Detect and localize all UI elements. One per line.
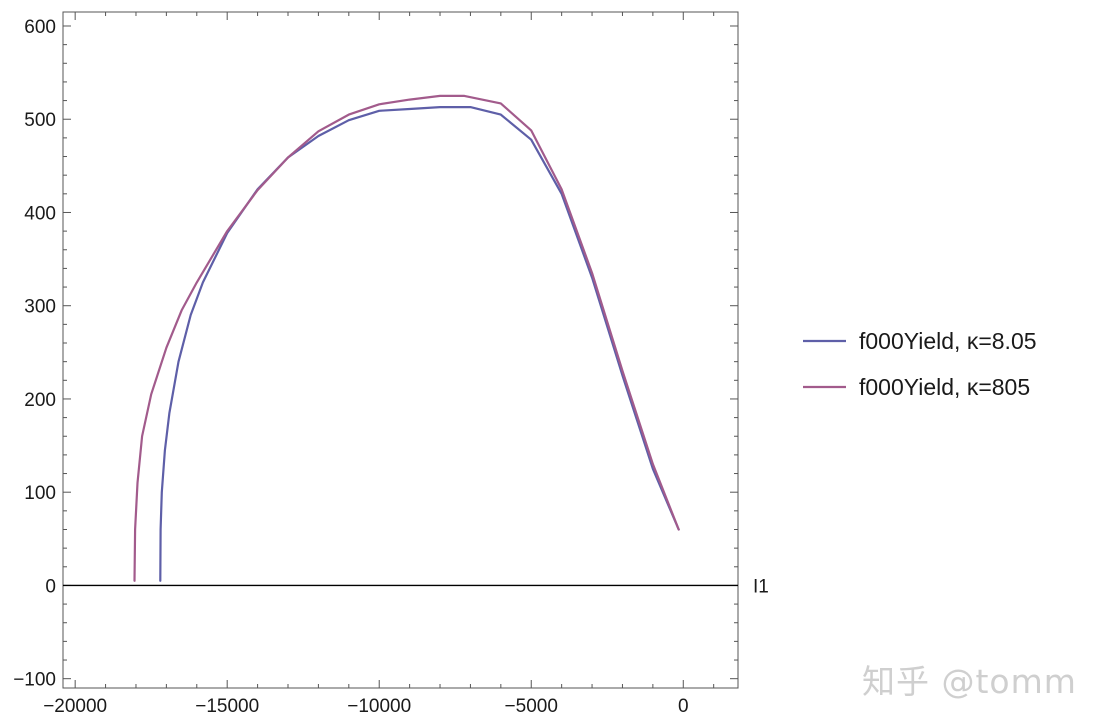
y-tick-label: 0 [45, 576, 56, 597]
series-lines [133, 94, 680, 582]
legend: f000Yield, κ=8.05 f000Yield, κ=805 [803, 328, 1037, 400]
plot-frame [62, 11, 739, 689]
y-tick-label: 600 [24, 17, 56, 38]
y-tick-label: 200 [24, 390, 56, 411]
y-tick-label: −100 [13, 670, 56, 691]
x-tick-label: −20000 [43, 696, 107, 717]
x-axis-label: I1 [753, 576, 769, 597]
watermark: 知乎 @tomm [862, 662, 1077, 701]
x-tick-label: −10000 [347, 696, 411, 717]
plot-frame-rect [62, 11, 739, 689]
legend-label-2: f000Yield, κ=805 [859, 374, 1030, 400]
x-tick-label: −15000 [195, 696, 259, 717]
x-tick-label: 0 [678, 696, 689, 717]
legend-label-1: f000Yield, κ=8.05 [859, 328, 1037, 354]
series-line-2 [133, 94, 680, 582]
y-tick-label: 300 [24, 297, 56, 318]
x-tick-label: −5000 [505, 696, 558, 717]
y-tick-label: 400 [24, 203, 56, 224]
y-tick-label: 100 [24, 483, 56, 504]
y-tick-label: 500 [24, 110, 56, 131]
tick-labels: −20000 −15000 −10000 −5000 0 −100 0 100 200 300 40… [13, 17, 688, 717]
series-line-1 [159, 105, 680, 582]
axis-ticks [63, 12, 738, 688]
